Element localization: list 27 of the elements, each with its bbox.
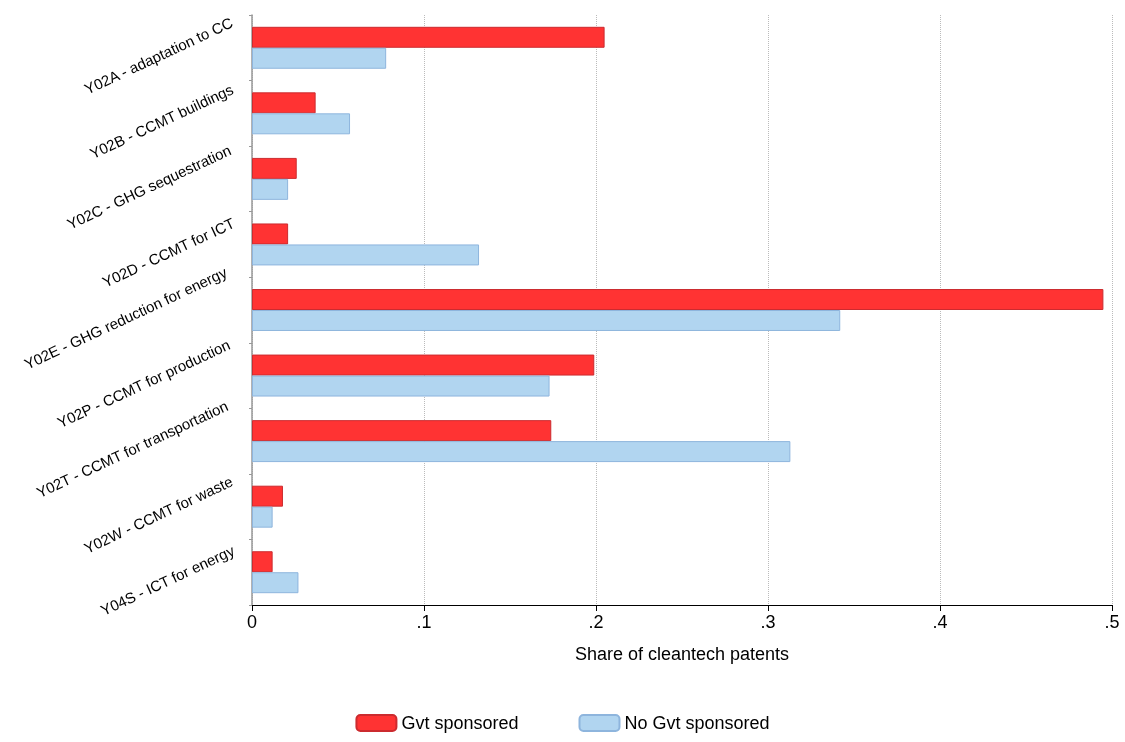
- bar: [252, 485, 283, 507]
- legend-label: Gvt sponsored: [401, 713, 519, 733]
- x-tick-label: .3: [760, 612, 776, 632]
- bar: [252, 178, 289, 200]
- x-tick-label: 0: [246, 612, 258, 632]
- x-tick-label: .4: [932, 612, 948, 632]
- x-axis-title: Share of cleantech patents: [574, 644, 790, 664]
- bar: [252, 551, 273, 573]
- bar: [252, 47, 387, 69]
- bar: [252, 223, 289, 245]
- bar: [252, 506, 273, 528]
- bar: [252, 289, 1104, 310]
- bar: [252, 244, 480, 266]
- bar: [252, 113, 351, 135]
- x-tick-label: .5: [1104, 612, 1120, 632]
- legend-label: No Gvt sponsored: [624, 713, 770, 733]
- bar: [252, 92, 316, 114]
- x-tick-label: .2: [588, 612, 604, 632]
- bar: [252, 157, 297, 179]
- bar: [252, 572, 299, 594]
- bar: [252, 375, 550, 397]
- x-tick-label: .1: [416, 612, 432, 632]
- bar: [252, 310, 841, 331]
- bar: [252, 26, 605, 48]
- bar: [252, 354, 595, 376]
- bar: [252, 420, 552, 442]
- bar: [252, 441, 791, 463]
